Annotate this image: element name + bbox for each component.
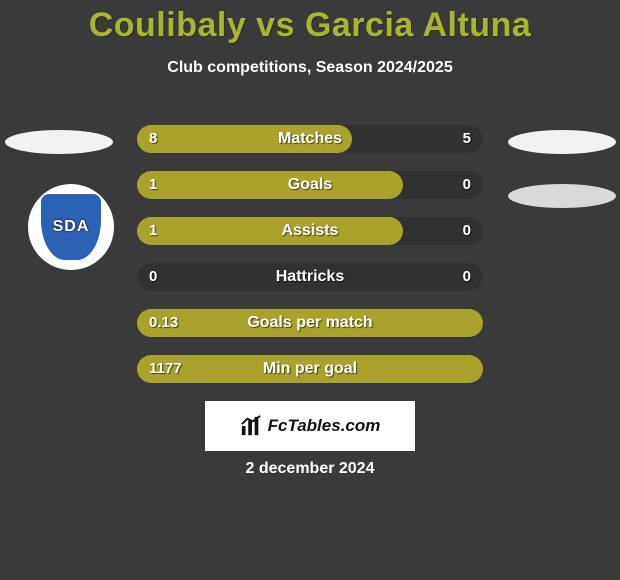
stat-value-right: 5: [463, 125, 471, 153]
team-badge-left: SDA: [28, 184, 114, 270]
page-subtitle: Club competitions, Season 2024/2025: [0, 59, 620, 77]
stat-value-right: 0: [463, 263, 471, 291]
placeholder-ellipse-right-1: [508, 130, 616, 154]
stat-row: 0Hattricks0: [137, 263, 483, 291]
stats-rows: 8Matches51Goals01Assists00Hattricks00.13…: [137, 125, 483, 401]
footer-date: 2 december 2024: [0, 460, 620, 478]
stat-label: Hattricks: [137, 263, 483, 291]
stat-value-right: 0: [463, 171, 471, 199]
stat-row: 1Goals0: [137, 171, 483, 199]
stat-label: Assists: [137, 217, 483, 245]
stat-row: 1177Min per goal: [137, 355, 483, 383]
stat-row: 0.13Goals per match: [137, 309, 483, 337]
stat-label: Goals: [137, 171, 483, 199]
stat-label: Goals per match: [137, 309, 483, 337]
shield-icon: SDA: [41, 194, 101, 260]
stat-value-right: 0: [463, 217, 471, 245]
stat-label: Min per goal: [137, 355, 483, 383]
stat-label: Matches: [137, 125, 483, 153]
brand-text: FcTables.com: [268, 416, 381, 436]
stat-row: 8Matches5: [137, 125, 483, 153]
stat-row: 1Assists0: [137, 217, 483, 245]
placeholder-ellipse-right-2: [508, 184, 616, 208]
team-badge-text: SDA: [53, 218, 90, 236]
page-title: Coulibaly vs Garcia Altuna: [0, 6, 620, 45]
placeholder-ellipse-left: [5, 130, 113, 154]
brand-box: FcTables.com: [205, 401, 415, 451]
chart-icon: [240, 415, 262, 437]
